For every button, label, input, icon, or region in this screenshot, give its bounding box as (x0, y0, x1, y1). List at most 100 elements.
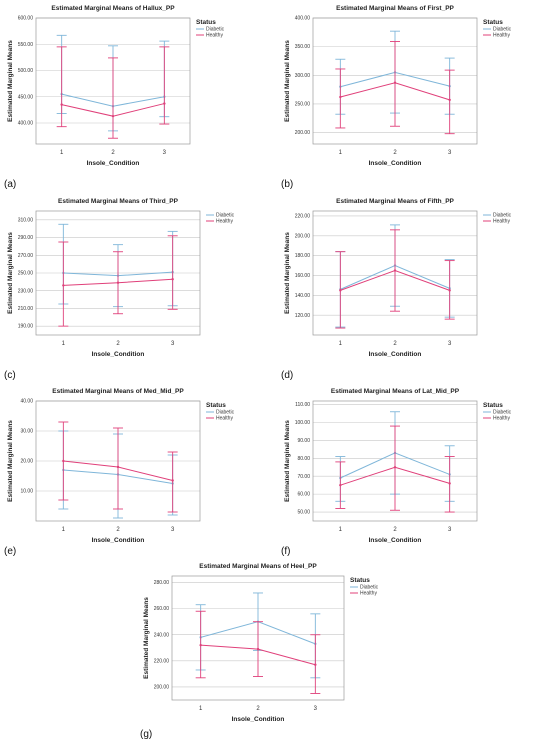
y-tick-label: 350.00 (295, 44, 311, 50)
y-tick-label: 290.00 (18, 235, 34, 241)
y-tick-label: 200.00 (295, 233, 311, 239)
y-tick-label: 240.00 (154, 632, 170, 638)
x-tick-label: 2 (393, 527, 397, 533)
y-tick-label: 40.00 (20, 399, 33, 405)
x-axis-title: Insole_Condition (369, 537, 422, 544)
chart-title: Estimated Marginal Means of First_PP (336, 5, 454, 12)
data-point-healthy (256, 647, 260, 651)
y-tick-label: 250.00 (18, 271, 34, 277)
x-axis-title: Insole_Condition (87, 160, 140, 167)
x-tick-label: 3 (314, 706, 318, 712)
legend-label-diabetic: Diabetic (216, 213, 235, 219)
y-tick-label: 120.00 (295, 313, 311, 319)
plot-frame (35, 17, 191, 145)
y-tick-label: 190.00 (18, 324, 34, 330)
x-axis-title: Insole_Condition (92, 351, 145, 358)
data-point-healthy (339, 95, 342, 99)
y-tick-label: 90.00 (297, 438, 310, 444)
data-point-healthy (60, 103, 63, 106)
y-tick-label: 60.00 (297, 492, 310, 498)
data-point-healthy (111, 114, 115, 118)
x-axis-title: Insole_Condition (92, 537, 145, 544)
legend-title: Status (483, 402, 503, 409)
chart-svg-d: Estimated Marginal Means of Fifth_PP 120.… (281, 198, 512, 381)
y-axis-title: Estimated Marginal Means (7, 232, 14, 314)
y-tick-label: 80.00 (297, 456, 310, 462)
data-point-healthy (62, 284, 65, 287)
y-axis-title: Estimated Marginal Means (284, 232, 291, 314)
legend-label-diabetic: Diabetic (493, 213, 512, 219)
x-axis-title: Insole_Condition (369, 160, 422, 167)
panel-label: (g) (140, 729, 152, 740)
panel-label: (a) (4, 179, 16, 190)
x-axis-title: Insole_Condition (232, 716, 285, 723)
plot-frame (312, 400, 478, 522)
chart-panel-heel: Estimated Marginal Means of Heel_PP 200.0… (138, 560, 410, 740)
chart-panel-first: Estimated Marginal Means of First_PP 200.… (279, 2, 547, 190)
data-point-healthy (199, 643, 202, 647)
legend-label-healthy: Healthy (216, 416, 233, 422)
chart-panel-med-mid: Estimated Marginal Means of Med_Mid_PP 10… (2, 385, 274, 557)
legend-label-healthy: Healthy (493, 416, 510, 422)
y-tick-label: 50.00 (297, 510, 310, 516)
x-tick-label: 2 (256, 706, 260, 712)
chart-title: Estimated Marginal Means of Fifth_PP (336, 198, 454, 205)
legend-label-diabetic: Diabetic (493, 27, 512, 33)
data-point-healthy (116, 465, 120, 469)
y-tick-label: 260.00 (154, 606, 170, 612)
y-tick-label: 20.00 (20, 459, 33, 465)
data-point-healthy (163, 102, 166, 105)
y-tick-label: 180.00 (295, 253, 311, 259)
x-tick-label: 3 (448, 527, 452, 533)
chart-svg-a: Estimated Marginal Means of Hallux_PP 400… (4, 5, 225, 190)
y-axis-title: Estimated Marginal Means (284, 420, 291, 502)
y-tick-label: 230.00 (18, 288, 34, 294)
y-tick-label: 450.00 (18, 94, 34, 100)
panel-label: (d) (281, 370, 293, 381)
x-tick-label: 2 (116, 527, 120, 533)
data-point-healthy (339, 483, 342, 487)
x-tick-label: 3 (448, 341, 452, 347)
y-axis-title: Estimated Marginal Means (7, 40, 14, 122)
x-tick-label: 1 (339, 150, 343, 156)
data-point-healthy (171, 278, 174, 281)
y-tick-label: 200.00 (295, 130, 311, 136)
y-tick-label: 140.00 (295, 293, 311, 299)
x-tick-label: 3 (171, 341, 175, 347)
chart-title: Estimated Marginal Means of Med_Mid_PP (52, 388, 184, 395)
y-tick-label: 280.00 (154, 580, 170, 586)
x-tick-label: 1 (339, 341, 343, 347)
legend-label-healthy: Healthy (493, 33, 510, 39)
data-point-healthy (116, 281, 120, 284)
legend-title: Status (196, 19, 216, 26)
y-tick-label: 210.00 (18, 306, 34, 312)
legend-label-diabetic: Diabetic (493, 410, 512, 416)
plot-frame (312, 17, 478, 145)
y-tick-label: 200.00 (154, 685, 170, 691)
panel-label: (c) (4, 370, 16, 381)
chart-panel-third: Estimated Marginal Means of Third_PP 190.… (2, 195, 274, 381)
y-tick-label: 600.00 (18, 16, 34, 22)
chart-title: Estimated Marginal Means of Third_PP (58, 198, 179, 205)
legend-title: Status (483, 19, 503, 26)
x-tick-label: 3 (171, 527, 175, 533)
chart-panel-fifth: Estimated Marginal Means of Fifth_PP 120.… (279, 195, 547, 381)
y-axis-title: Estimated Marginal Means (143, 597, 150, 679)
chart-svg-e: Estimated Marginal Means of Med_Mid_PP 10… (4, 388, 235, 557)
legend-label-diabetic: Diabetic (216, 410, 235, 416)
y-tick-label: 310.00 (18, 217, 34, 223)
y-tick-label: 30.00 (20, 429, 33, 435)
legend-label-diabetic: Diabetic (206, 27, 225, 33)
data-point-healthy (448, 482, 451, 485)
legend-label-diabetic: Diabetic (360, 585, 379, 591)
y-tick-label: 300.00 (295, 73, 311, 79)
y-axis-title: Estimated Marginal Means (7, 420, 14, 502)
y-tick-label: 220.00 (295, 214, 311, 220)
chart-svg-g: Estimated Marginal Means of Heel_PP 200.0… (140, 563, 379, 740)
y-tick-label: 550.00 (18, 42, 34, 48)
x-tick-label: 2 (393, 341, 397, 347)
x-axis-title: Insole_Condition (369, 351, 422, 358)
data-point-healthy (393, 269, 397, 272)
data-point-healthy (339, 289, 342, 292)
chart-panel-hallux: Estimated Marginal Means of Hallux_PP 400… (2, 2, 274, 190)
